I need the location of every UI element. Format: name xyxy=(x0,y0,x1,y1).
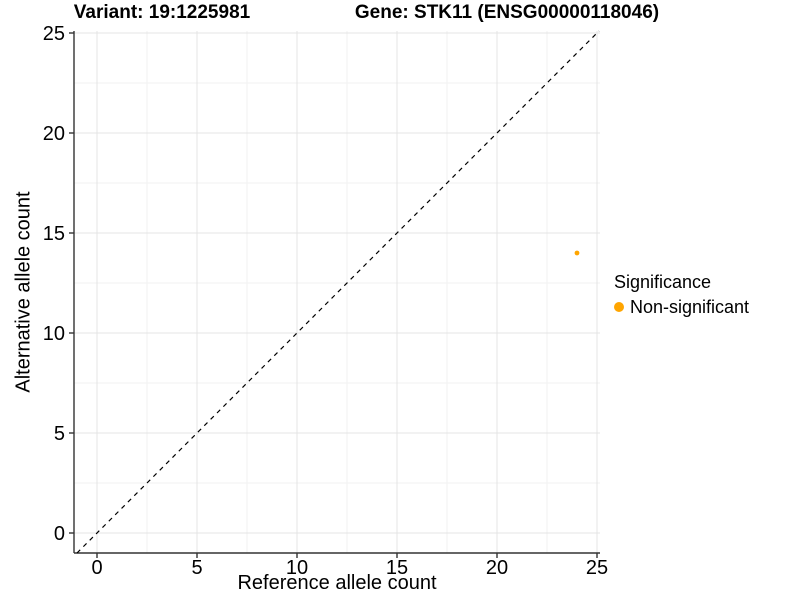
data-point xyxy=(574,250,580,256)
y-tick-label: 25 xyxy=(43,23,65,45)
identity-line xyxy=(76,30,600,554)
x-axis-title: Reference allele count xyxy=(237,572,437,594)
x-tick-label: 20 xyxy=(486,557,508,579)
y-tick-label: 20 xyxy=(43,123,65,145)
x-tick-label: 10 xyxy=(286,557,308,579)
legend-title: Significance xyxy=(614,272,712,292)
legend-item: Non-significant xyxy=(614,296,749,318)
y-tick-label: 0 xyxy=(54,523,65,545)
plot-title-variant: Variant: 19:1225981 xyxy=(73,2,251,23)
y-axis-title: Alternative allele count xyxy=(12,191,35,393)
x-tick-label: 25 xyxy=(586,557,608,579)
y-tick-label: 15 xyxy=(43,223,65,245)
x-tick-label: 5 xyxy=(191,557,202,579)
legend-point-icon xyxy=(614,302,624,312)
legend: Significance Non-significant xyxy=(614,272,749,318)
legend-items: Non-significant xyxy=(614,296,749,318)
y-tick-label: 10 xyxy=(43,323,65,345)
y-tick-label: 5 xyxy=(54,423,65,445)
legend-item-label: Non-significant xyxy=(630,297,750,317)
x-tick-label: 15 xyxy=(386,557,408,579)
x-tick-label: 0 xyxy=(91,557,102,579)
plot-title-gene: Gene: STK11 (ENSG00000118046) xyxy=(354,2,660,23)
